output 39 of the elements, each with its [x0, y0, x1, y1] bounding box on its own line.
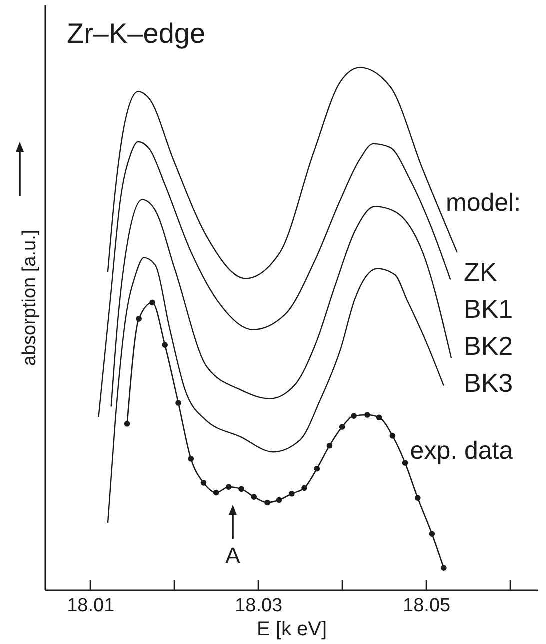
series-label: exp. data: [410, 437, 514, 466]
point: [402, 460, 408, 466]
point: [276, 497, 282, 504]
point: [314, 466, 320, 472]
series-label: ZK: [464, 257, 498, 287]
x-tick-label: 18.03: [235, 596, 283, 616]
point: [238, 486, 244, 492]
point: [390, 433, 396, 439]
point: [429, 531, 436, 538]
chart-title: Zr–K–edge: [67, 18, 206, 49]
y-axis-title: absorption [a.u.]: [20, 230, 40, 366]
legend-title: model:: [446, 189, 522, 217]
point: [414, 495, 421, 501]
point: [289, 490, 295, 497]
annotation: A: [226, 543, 241, 568]
point: [162, 342, 168, 348]
x-tick-label: 18.05: [403, 596, 451, 616]
series-label: BK2: [464, 331, 514, 361]
point: [176, 400, 182, 406]
point: [326, 442, 333, 449]
point: [226, 484, 232, 490]
point: [150, 300, 156, 306]
point: [251, 494, 258, 500]
point: [376, 414, 382, 421]
point: [200, 480, 207, 486]
point: [302, 485, 308, 492]
point: [188, 456, 194, 462]
series-label: BK1: [464, 294, 514, 324]
series-label: BK3: [464, 368, 514, 398]
x-tick-label: 18.01: [67, 596, 115, 616]
point: [264, 500, 270, 506]
point: [364, 412, 370, 418]
point: [351, 413, 357, 419]
point: [124, 420, 130, 427]
point: [339, 424, 346, 430]
point: [441, 565, 447, 571]
point: [136, 316, 142, 322]
x-axis-title: E [k eV]: [256, 618, 328, 640]
point: [213, 490, 220, 496]
